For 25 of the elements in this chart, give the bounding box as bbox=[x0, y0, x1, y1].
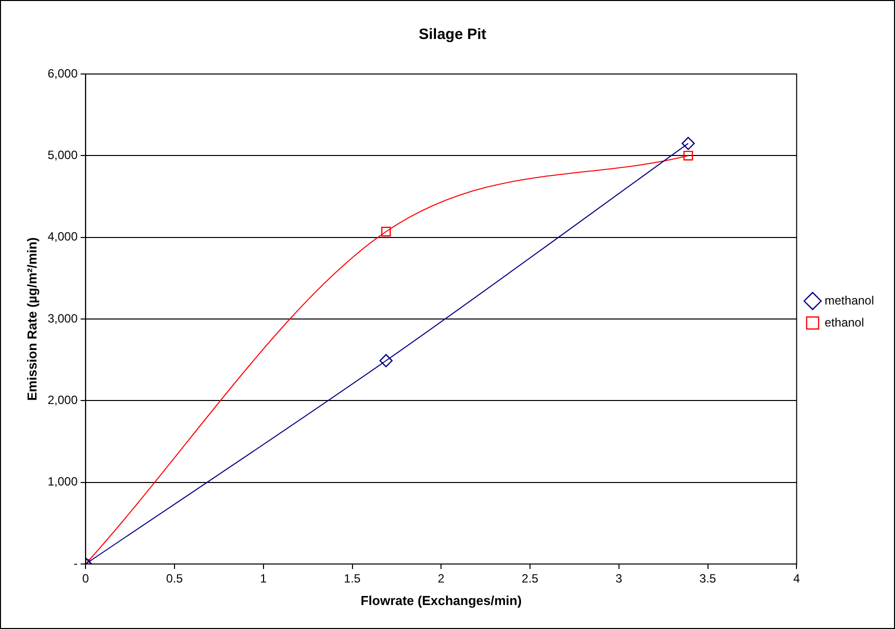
y-tick-label: 4,000 bbox=[48, 230, 78, 244]
x-axis-title: Flowrate (Exchanges/min) bbox=[360, 592, 522, 608]
point bbox=[381, 226, 391, 236]
chart-title: Silage Pit bbox=[418, 26, 486, 44]
legend-label: ethanol bbox=[824, 315, 864, 330]
x-tick-label: 1 bbox=[260, 572, 268, 586]
x-tick-label: 3.5 bbox=[699, 572, 716, 586]
legend-label: methanol bbox=[824, 293, 874, 308]
x-tick-label: 0 bbox=[82, 572, 90, 586]
y-axis-title: Emission Rate (µg/m²/min) bbox=[24, 237, 40, 401]
y-tick-label: 5,000 bbox=[48, 148, 78, 162]
y-tick-label: - bbox=[74, 556, 78, 570]
point bbox=[379, 354, 393, 368]
x-tick-label: 4 bbox=[793, 572, 800, 586]
point bbox=[683, 150, 694, 161]
y-tick-label: 1,000 bbox=[48, 474, 78, 489]
y-tick-label: 6,000 bbox=[48, 66, 78, 80]
x-tick-label: 3 bbox=[616, 572, 623, 586]
x-tick-label: 2.5 bbox=[522, 572, 539, 586]
x-tick-label: 0.5 bbox=[166, 572, 184, 586]
x-tick-label: 1.5 bbox=[344, 572, 361, 586]
y-tick-label: 2,000 bbox=[48, 392, 78, 407]
x-tick-label: 2 bbox=[438, 572, 445, 586]
point bbox=[682, 136, 695, 150]
y-tick-label: 3,000 bbox=[48, 311, 78, 326]
